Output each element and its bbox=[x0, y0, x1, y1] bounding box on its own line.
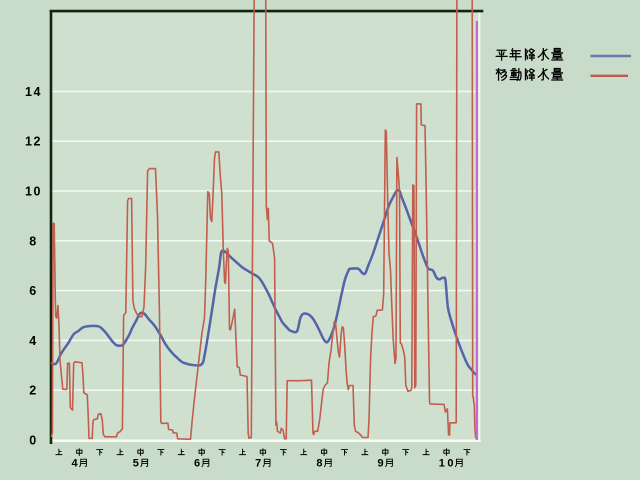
svg-text:10: 10 bbox=[25, 185, 42, 199]
svg-text:7: 7 bbox=[255, 458, 261, 470]
svg-text:4: 4 bbox=[72, 458, 79, 470]
svg-text:0: 0 bbox=[29, 434, 37, 448]
svg-text:0: 0 bbox=[447, 458, 453, 470]
svg-text:8: 8 bbox=[316, 458, 322, 470]
svg-text:8: 8 bbox=[29, 234, 37, 248]
svg-text:4: 4 bbox=[29, 334, 37, 348]
svg-text:6: 6 bbox=[29, 284, 37, 298]
svg-text:1: 1 bbox=[439, 458, 445, 470]
svg-text:6: 6 bbox=[194, 458, 200, 470]
svg-text:9: 9 bbox=[378, 458, 384, 470]
svg-text:14: 14 bbox=[25, 85, 42, 99]
svg-text:5: 5 bbox=[133, 458, 139, 470]
svg-text:12: 12 bbox=[25, 135, 42, 149]
svg-text:2: 2 bbox=[29, 384, 37, 398]
